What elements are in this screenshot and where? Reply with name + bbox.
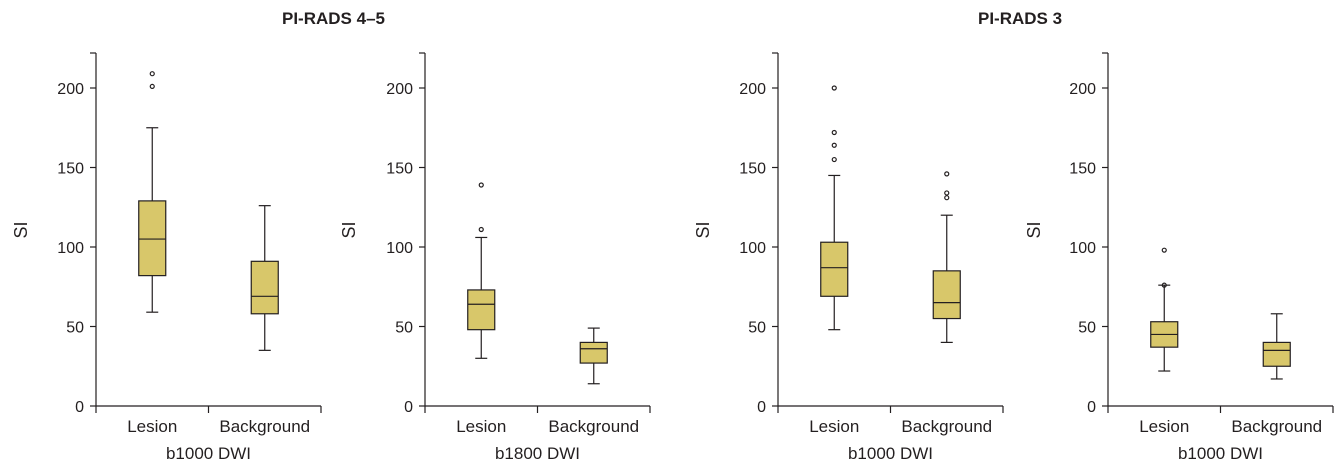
y-tick-label: 150	[739, 161, 766, 178]
outlier-point	[478, 226, 484, 233]
x-category-label: Lesion	[809, 417, 859, 436]
x-category-label: Lesion	[1139, 417, 1189, 436]
y-tick-label: 100	[57, 240, 84, 257]
outlier-point	[831, 129, 837, 136]
outlier-point	[1161, 282, 1167, 288]
y-tick-label: 200	[386, 81, 413, 98]
y-axis-label: SI	[11, 221, 31, 238]
y-tick-label: 100	[386, 240, 413, 257]
x-category-label: Lesion	[127, 417, 177, 436]
outlier-point	[149, 83, 155, 90]
x-category-label: Background	[548, 417, 639, 436]
y-tick-label: 100	[739, 240, 766, 257]
box-lesion	[138, 200, 167, 277]
y-tick-label: 150	[1069, 161, 1096, 178]
y-tick-label: 150	[386, 161, 413, 178]
y-tick-label: 0	[404, 399, 413, 416]
outlier-point	[478, 182, 484, 188]
box-background	[250, 260, 279, 315]
box-lesion	[820, 241, 849, 297]
y-tick-label: 50	[1078, 320, 1096, 337]
outlier-point	[944, 190, 950, 196]
y-tick-label: 200	[57, 81, 84, 98]
box-background	[932, 270, 961, 320]
y-tick-label: 0	[1087, 399, 1096, 416]
outlier-point	[944, 195, 950, 201]
y-axis-label: SI	[693, 221, 713, 238]
y-tick-label: 0	[757, 399, 766, 416]
outlier-point	[831, 156, 837, 163]
group-title-pirads-3: PI-RADS 3	[978, 9, 1063, 28]
y-tick-label: 150	[57, 161, 84, 178]
x-axis-title: b1000 DWI	[166, 444, 251, 463]
x-axis-title: b1000 DWI	[848, 444, 933, 463]
y-tick-label: 50	[66, 320, 84, 337]
outlier-point	[1161, 247, 1167, 253]
x-category-label: Background	[1231, 417, 1322, 436]
group-title-pirads-4-5: PI-RADS 4–5	[282, 9, 385, 28]
box-background	[1262, 341, 1291, 367]
outlier-point	[831, 142, 837, 148]
y-tick-label: 200	[739, 81, 766, 98]
y-tick-label: 50	[395, 320, 413, 337]
x-category-label: Lesion	[456, 417, 506, 436]
y-axis-label: SI	[339, 221, 359, 238]
outlier-point	[944, 171, 950, 177]
y-tick-label: 100	[1069, 240, 1096, 257]
box-lesion	[467, 289, 496, 331]
outlier-point	[149, 71, 155, 77]
x-category-label: Background	[219, 417, 310, 436]
y-tick-label: 50	[748, 320, 766, 337]
box-background	[579, 341, 608, 364]
x-axis-title: b1800 DWI	[495, 444, 580, 463]
y-tick-label: 200	[1069, 81, 1096, 98]
x-category-label: Background	[901, 417, 992, 436]
y-axis-label: SI	[1024, 221, 1044, 238]
outlier-point	[831, 85, 837, 91]
x-axis-title: b1000 DWI	[1178, 444, 1263, 463]
y-tick-label: 0	[75, 399, 84, 416]
